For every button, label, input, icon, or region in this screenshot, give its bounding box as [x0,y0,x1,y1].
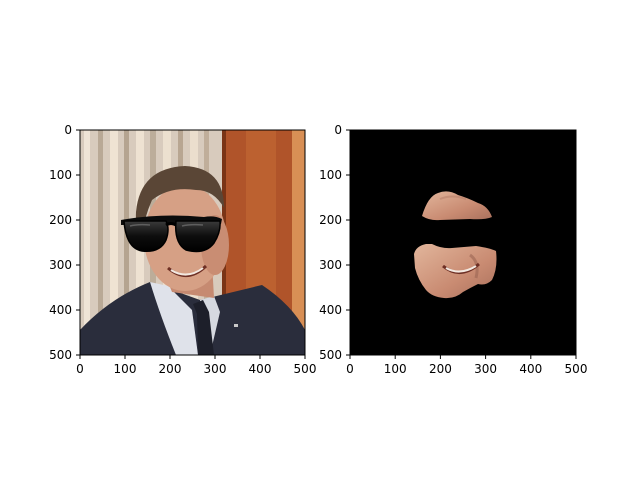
image-panel-original: 0 100 200 300 400 500 0 100 200 300 400 500 [49,123,316,376]
y-tick-label: 200 [319,213,342,227]
y-tick-label: 100 [319,168,342,182]
y-tick-label: 500 [319,348,342,362]
x-tick-label: 100 [114,362,137,376]
axes-frame-masked [349,129,577,356]
x-tick-label: 0 [76,362,84,376]
y-tick-label: 500 [49,348,72,362]
image-panel-masked: 0 100 200 300 400 500 0 100 200 300 400 500 [319,123,587,376]
photo-masked [350,130,576,355]
x-tick-label: 500 [294,362,317,376]
y-tick-label: 400 [319,303,342,317]
x-tick-label: 400 [249,362,272,376]
axes-ticks-original: 0 100 200 300 400 500 0 100 200 300 400 500 [49,123,316,376]
y-tick-label: 100 [49,168,72,182]
x-tick-label: 100 [384,362,407,376]
x-tick-label: 400 [519,362,542,376]
y-tick-label: 200 [49,213,72,227]
y-tick-label: 300 [319,258,342,272]
y-tick-label: 400 [49,303,72,317]
x-tick-label: 200 [159,362,182,376]
y-tick-label: 300 [49,258,72,272]
y-tick-label: 0 [334,123,342,137]
x-tick-label: 0 [346,362,354,376]
x-tick-label: 300 [474,362,497,376]
x-tick-label: 500 [565,362,588,376]
sunglasses-overlay [121,215,222,253]
x-tick-label: 300 [204,362,227,376]
axes-ticks-masked: 0 100 200 300 400 500 0 100 200 300 400 500 [319,123,587,376]
y-tick-label: 0 [64,123,72,137]
axes-frame-original [79,129,306,356]
x-tick-label: 200 [429,362,452,376]
